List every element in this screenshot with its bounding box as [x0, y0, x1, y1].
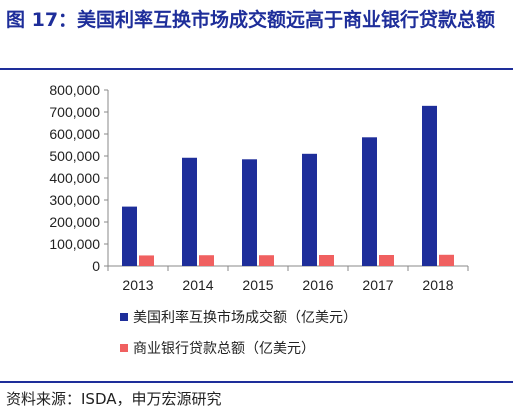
title-divider [0, 68, 513, 70]
x-tick-label: 2014 [182, 277, 213, 293]
y-tick-label: 800,000 [49, 82, 100, 98]
legend-swatch [120, 313, 128, 321]
y-tick-label: 100,000 [49, 236, 100, 252]
y-tick-label: 700,000 [49, 104, 100, 120]
y-tick-label: 500,000 [49, 148, 100, 164]
x-tick-label: 2016 [302, 277, 333, 293]
x-tick-label: 2017 [362, 277, 393, 293]
source-divider [0, 381, 513, 383]
bar-bank-loans [379, 255, 394, 266]
x-tick-label: 2015 [242, 277, 273, 293]
bars [122, 105, 454, 266]
x-tick-label: 2018 [422, 277, 453, 293]
x-axis: 2013 2014 2015 2016 2017 2018 [107, 265, 469, 293]
legend-label: 美国利率互换市场成交额（亿美元） [133, 309, 357, 326]
y-axis: 0 100,000 200,000 300,000 400,000 500,000 600,… [49, 82, 109, 274]
y-tick-label: 600,000 [49, 126, 100, 142]
bar-swap-volume [302, 153, 317, 266]
figure-title: 图 17：美国利率互换市场成交额远高于商业银行贷款总额 [6, 9, 496, 31]
legend-label: 商业银行贷款总额（亿美元） [133, 341, 315, 357]
bar-bank-loans [259, 255, 274, 266]
bar-bank-loans [199, 255, 214, 266]
bar-swap-volume [422, 105, 437, 266]
bar-bank-loans [319, 255, 334, 266]
bar-bank-loans [139, 255, 154, 266]
bar-chart: 0 100,000 200,000 300,000 400,000 500,000 600,… [49, 82, 469, 357]
bar-swap-volume [122, 206, 137, 266]
source-note: 资料来源：ISDA，申万宏源研究 [6, 390, 222, 408]
legend-swatch [120, 344, 128, 352]
legend: 美国利率互换市场成交额（亿美元） 商业银行贷款总额（亿美元） [120, 309, 357, 357]
bar-bank-loans [439, 254, 454, 266]
y-tick-label: 400,000 [49, 170, 100, 186]
bar-swap-volume [362, 137, 377, 266]
y-tick-label: 200,000 [49, 214, 100, 230]
bar-swap-volume [242, 159, 257, 266]
bar-swap-volume [182, 157, 197, 266]
y-tick-label: 0 [92, 258, 100, 274]
x-tick-label: 2013 [122, 277, 153, 293]
y-tick-label: 300,000 [49, 192, 100, 208]
